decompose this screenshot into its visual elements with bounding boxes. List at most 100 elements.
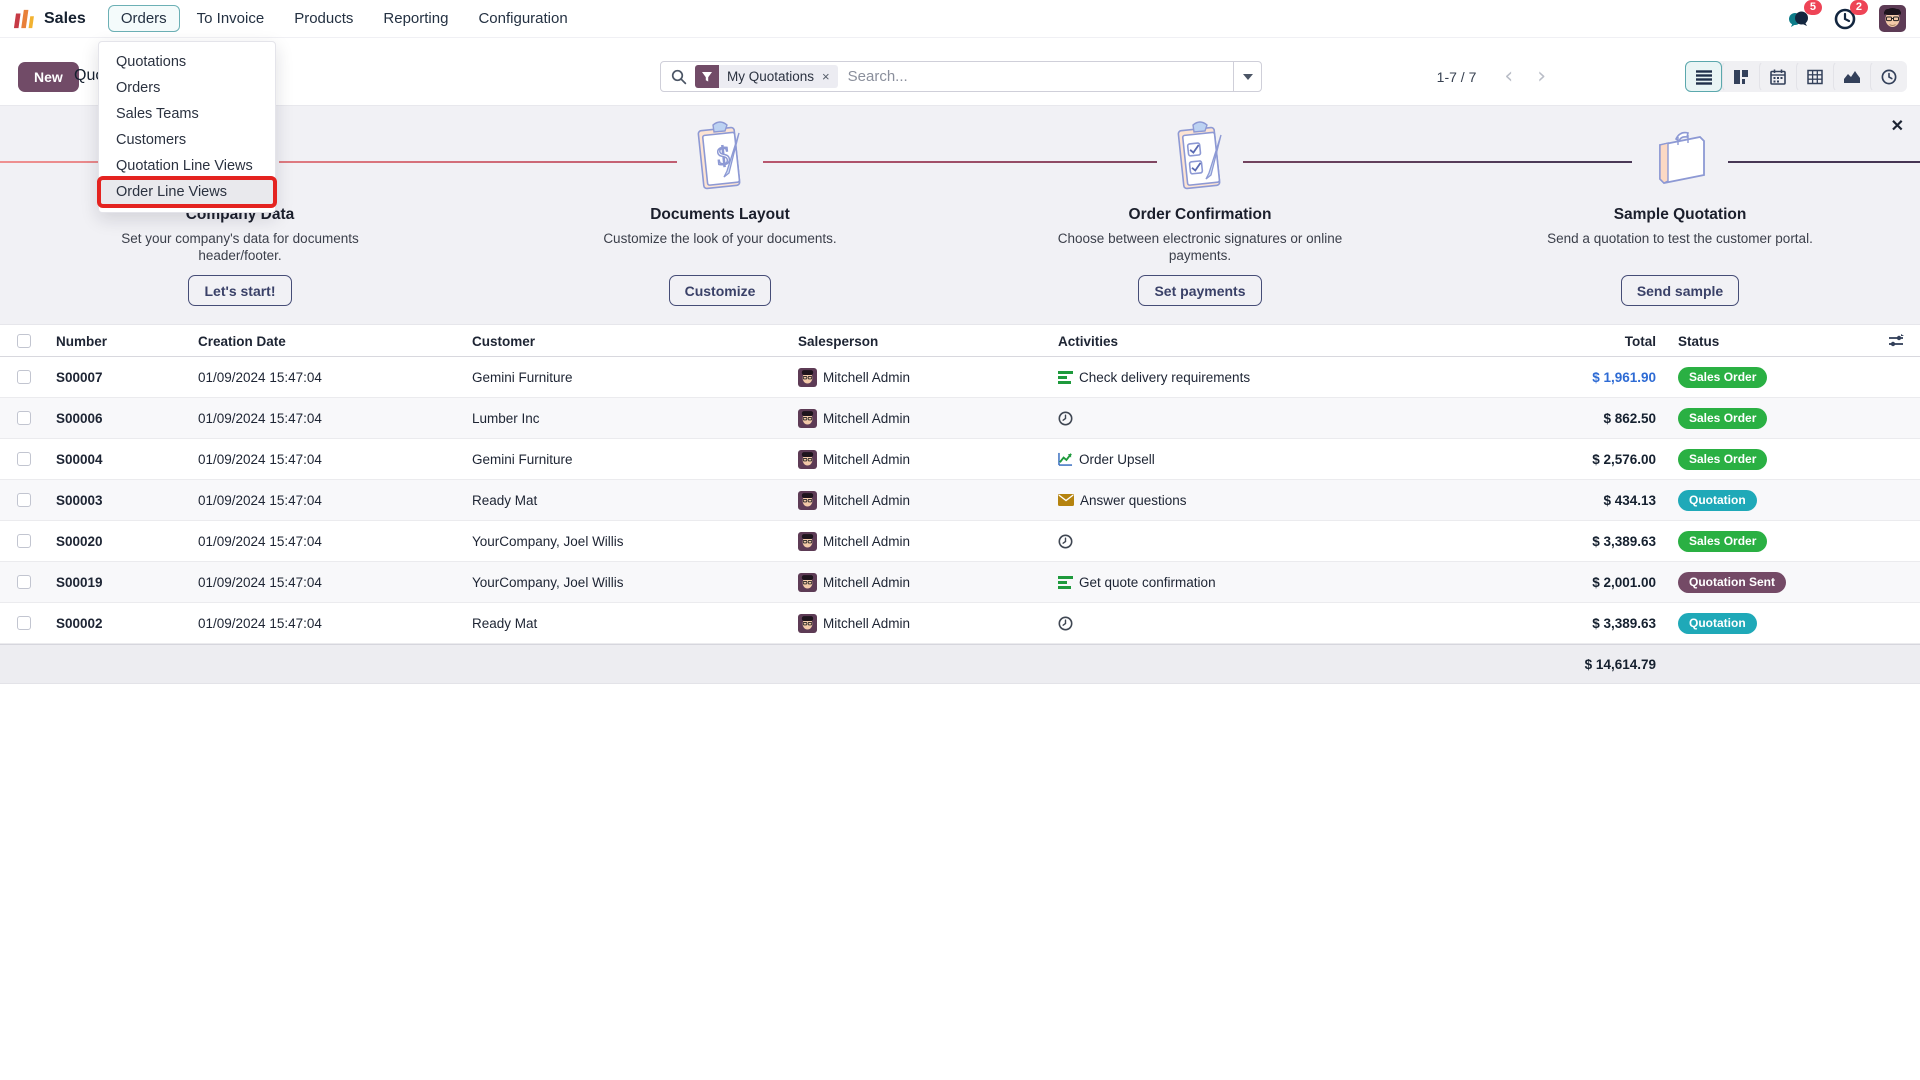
activity-cell[interactable] (1050, 534, 1420, 549)
optional-columns-toggle[interactable] (1864, 334, 1920, 348)
list-footer-row: $ 14,614.79 (0, 644, 1920, 684)
onboarding-step-title: Sample Quotation (1613, 206, 1747, 223)
activity-cell[interactable] (1050, 411, 1420, 426)
search-input[interactable] (837, 68, 1233, 85)
user-avatar[interactable] (1879, 5, 1906, 32)
menu-item-quotation-line-views[interactable]: Quotation Line Views (116, 158, 253, 174)
row-checkbox[interactable] (17, 575, 31, 589)
column-header-number[interactable]: Number (56, 333, 108, 349)
menu-item-orders[interactable]: Orders (116, 80, 161, 96)
column-header-salesperson[interactable]: Salesperson (798, 333, 879, 349)
messages-badge: 5 (1803, 0, 1822, 15)
customer-name: Gemini Furniture (472, 369, 573, 385)
clock-icon (1834, 8, 1856, 29)
lets-start-button[interactable]: Let's start! (188, 275, 292, 306)
activities-button[interactable]: 2 (1833, 0, 1868, 31)
row-checkbox[interactable] (17, 616, 31, 630)
row-checkbox[interactable] (17, 452, 31, 466)
select-all-checkbox[interactable] (17, 334, 31, 348)
activity-cell[interactable]: Order Upsell (1050, 452, 1420, 467)
table-row[interactable]: S00006 01/09/2024 15:47:04 Lumber Inc Mi… (0, 398, 1920, 439)
table-row[interactable]: S00003 01/09/2024 15:47:04 Ready Mat Mit… (0, 480, 1920, 521)
table-row[interactable]: S00004 01/09/2024 15:47:04 Gemini Furnit… (0, 439, 1920, 480)
order-total: $ 2,576.00 (1592, 451, 1656, 467)
activity-cell[interactable]: Answer questions (1050, 493, 1420, 508)
status-badge: Sales Order (1678, 407, 1768, 429)
view-pivot-button[interactable] (1796, 61, 1833, 92)
customize-button[interactable]: Customize (668, 275, 772, 306)
kanban-view-icon (1733, 69, 1748, 84)
creation-date: 01/09/2024 15:47:04 (198, 615, 322, 631)
order-number: S00007 (56, 369, 103, 385)
send-sample-button[interactable]: Send sample (1620, 275, 1740, 306)
clock-activity-icon (1058, 534, 1073, 548)
order-confirmation-icon (1157, 114, 1243, 202)
view-graph-button[interactable] (1833, 61, 1870, 92)
new-button[interactable]: New (18, 62, 79, 92)
table-row[interactable]: S00020 01/09/2024 15:47:04 YourCompany, … (0, 521, 1920, 562)
search-icon (671, 69, 687, 84)
column-header-customer[interactable]: Customer (472, 333, 536, 349)
order-total: $ 1,961.90 (1592, 369, 1656, 385)
salesperson-avatar (798, 449, 817, 469)
salesperson-avatar (798, 367, 817, 387)
order-number: S00020 (56, 533, 103, 549)
salesperson-name: Mitchell Admin (823, 533, 911, 549)
menu-configuration[interactable]: Configuration (478, 10, 568, 27)
activity-cell[interactable]: Get quote confirmation (1050, 575, 1420, 590)
column-header-total[interactable]: Total (1624, 333, 1656, 349)
pager-previous-button[interactable]: ‹ (1504, 63, 1514, 89)
activity-cell[interactable] (1050, 616, 1420, 631)
column-header-creation-date[interactable]: Creation Date (198, 333, 286, 349)
order-total: $ 862.50 (1603, 410, 1656, 426)
messages-button[interactable]: 5 (1787, 0, 1822, 31)
view-calendar-button[interactable] (1759, 61, 1796, 92)
creation-date: 01/09/2024 15:47:04 (198, 451, 322, 467)
onboarding-step-documents-layout: $ Documents Layout Customize the look of… (480, 106, 960, 326)
salesperson-avatar (798, 531, 817, 551)
search-bar[interactable]: My Quotations × (660, 61, 1262, 92)
menu-item-customers[interactable]: Customers (116, 132, 187, 148)
menu-products[interactable]: Products (294, 10, 354, 27)
envelope-icon (1058, 494, 1074, 506)
filter-facet[interactable]: My Quotations × (695, 65, 838, 88)
row-checkbox[interactable] (17, 534, 31, 548)
filter-remove-icon[interactable]: × (822, 69, 830, 84)
menu-item-sales-teams[interactable]: Sales Teams (116, 106, 199, 122)
view-activity-button[interactable] (1870, 61, 1907, 92)
table-row[interactable]: S00002 01/09/2024 15:47:04 Ready Mat Mit… (0, 603, 1920, 644)
creation-date: 01/09/2024 15:47:04 (198, 410, 322, 426)
column-header-activities[interactable]: Activities (1058, 333, 1119, 349)
search-dropdown-toggle[interactable] (1233, 62, 1261, 91)
menu-item-order-line-views[interactable]: Order Line Views (97, 176, 277, 208)
status-badge: Sales Order (1678, 366, 1768, 388)
salesperson-cell: Mitchell Admin (790, 613, 1050, 633)
table-row[interactable]: S00019 01/09/2024 15:47:04 YourCompany, … (0, 562, 1920, 603)
row-checkbox[interactable] (17, 493, 31, 507)
pager-next-button[interactable]: › (1537, 63, 1546, 89)
top-navbar: Sales Orders To Invoice Products Reporti… (0, 0, 1920, 38)
menu-item-quotations[interactable]: Quotations (116, 54, 187, 70)
activity-cell[interactable]: Check delivery requirements (1050, 370, 1420, 385)
menu-to-invoice[interactable]: To Invoice (196, 10, 265, 27)
onboarding-step-title: Order Confirmation (1128, 206, 1272, 223)
column-header-status[interactable]: Status (1678, 333, 1720, 349)
view-kanban-button[interactable] (1722, 61, 1759, 92)
set-payments-button[interactable]: Set payments (1138, 275, 1262, 306)
salesperson-avatar (798, 490, 817, 510)
menu-reporting[interactable]: Reporting (383, 10, 449, 27)
onboarding-close-icon[interactable]: ✕ (1890, 118, 1904, 135)
salesperson-cell: Mitchell Admin (790, 408, 1050, 428)
orders-dropdown-menu: Quotations Orders Sales Teams Customers … (97, 41, 277, 213)
customer-name: Lumber Inc (472, 410, 540, 426)
view-list-button[interactable] (1685, 61, 1722, 92)
clock-activity-icon (1058, 411, 1073, 425)
row-checkbox[interactable] (17, 411, 31, 425)
order-number: S00002 (56, 615, 103, 631)
menu-orders[interactable]: Orders (107, 5, 180, 32)
pivot-view-icon (1806, 69, 1823, 84)
order-total: $ 434.13 (1603, 492, 1656, 508)
activity-view-icon (1881, 69, 1896, 84)
table-row[interactable]: S00007 01/09/2024 15:47:04 Gemini Furnit… (0, 357, 1920, 398)
row-checkbox[interactable] (17, 370, 31, 384)
